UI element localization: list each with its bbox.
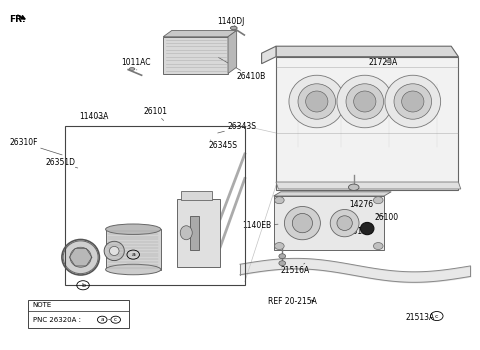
Ellipse shape [330, 209, 359, 237]
Ellipse shape [306, 91, 328, 112]
Ellipse shape [354, 91, 376, 112]
Ellipse shape [289, 75, 345, 128]
Text: 11403A: 11403A [79, 112, 108, 121]
Text: 1140DJ: 1140DJ [217, 16, 245, 26]
Text: FR.: FR. [9, 15, 25, 24]
Bar [106, 229, 161, 270]
Bar [181, 190, 212, 200]
Ellipse shape [386, 60, 391, 63]
Text: 26101: 26101 [143, 107, 167, 120]
Circle shape [279, 254, 286, 259]
Text: 1011AC: 1011AC [121, 58, 150, 70]
Ellipse shape [284, 206, 321, 240]
Text: 26343S: 26343S [218, 122, 256, 133]
Polygon shape [276, 57, 458, 190]
Polygon shape [262, 46, 276, 64]
Text: 26410B: 26410B [218, 57, 265, 81]
Circle shape [373, 197, 383, 204]
Polygon shape [163, 30, 237, 37]
Text: 21315C: 21315C [343, 226, 372, 236]
Polygon shape [274, 192, 391, 196]
Circle shape [275, 243, 284, 250]
Text: 14276: 14276 [349, 200, 373, 209]
Ellipse shape [180, 226, 192, 240]
Circle shape [373, 243, 383, 250]
Text: a: a [131, 252, 135, 257]
Ellipse shape [106, 224, 161, 234]
Text: 26100: 26100 [374, 213, 398, 222]
Ellipse shape [292, 214, 312, 233]
Ellipse shape [106, 264, 161, 275]
Ellipse shape [348, 184, 359, 190]
Circle shape [279, 261, 286, 266]
Polygon shape [276, 46, 458, 57]
Text: -: - [107, 317, 110, 323]
Ellipse shape [346, 84, 384, 119]
Ellipse shape [109, 246, 119, 256]
Polygon shape [177, 199, 220, 267]
Ellipse shape [129, 68, 135, 70]
Text: 21513A: 21513A [406, 313, 435, 322]
Text: 21516A: 21516A [281, 263, 310, 275]
Ellipse shape [360, 223, 374, 235]
Ellipse shape [394, 84, 432, 119]
Text: c: c [114, 317, 117, 322]
Bar [163, 37, 228, 74]
Polygon shape [276, 182, 461, 189]
Text: 1140EB: 1140EB [242, 221, 278, 230]
Text: 21723A: 21723A [369, 58, 398, 67]
Ellipse shape [70, 247, 91, 267]
Ellipse shape [337, 216, 352, 230]
Ellipse shape [385, 75, 441, 128]
Polygon shape [228, 30, 237, 74]
Bar [274, 196, 384, 250]
Text: REF 20-215A: REF 20-215A [268, 297, 317, 306]
Text: PNC 26320A :: PNC 26320A : [33, 317, 81, 323]
Text: c: c [435, 314, 439, 318]
Bar [190, 216, 199, 250]
Text: 26351D: 26351D [46, 158, 78, 168]
Text: NOTE: NOTE [33, 302, 52, 308]
Text: a: a [100, 317, 104, 322]
Ellipse shape [63, 241, 98, 274]
Text: 26310F: 26310F [10, 138, 62, 155]
Circle shape [275, 197, 284, 204]
Ellipse shape [402, 91, 424, 112]
Text: b: b [81, 283, 85, 288]
Bar [65, 126, 245, 285]
Ellipse shape [337, 75, 393, 128]
Ellipse shape [230, 26, 237, 30]
Bar [28, 300, 129, 328]
Ellipse shape [104, 241, 124, 260]
Ellipse shape [298, 84, 336, 119]
Text: 26345S: 26345S [209, 140, 238, 150]
